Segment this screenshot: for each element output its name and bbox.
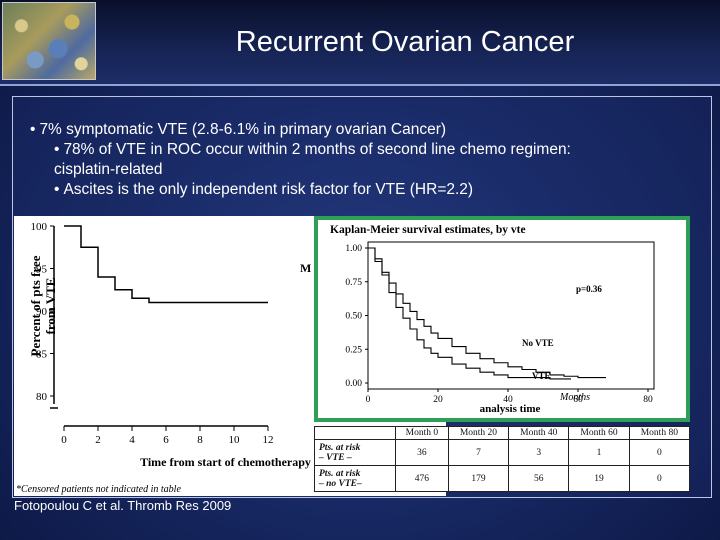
x-tick-label: 60 xyxy=(573,395,583,405)
y-tick-label: 1.00 xyxy=(345,244,362,254)
table-header-row: Month 0 Month 20 Month 40 Month 60 Month… xyxy=(314,425,691,441)
row-label-line2: – VTE – xyxy=(319,452,352,463)
chart-title: Kaplan-Meier survival estimates, by vte xyxy=(330,224,526,236)
bullet-glyph: • xyxy=(54,181,60,198)
table-cell: 476 xyxy=(395,465,449,492)
bullet-text: Ascites is the only independent risk fac… xyxy=(63,181,474,198)
table-cell: 0 xyxy=(628,439,691,467)
vte-free-line xyxy=(64,225,268,304)
table-cell: 19 xyxy=(568,465,630,492)
table-row: Pts. at risk – no VTE– 476 179 56 19 0 xyxy=(314,465,691,492)
bullet-continuation: cisplatin-related xyxy=(54,161,163,178)
table-header-cell: Month 60 xyxy=(568,425,630,441)
table-cell: 3 xyxy=(508,439,570,467)
table-header-cell: Month 80 xyxy=(628,425,691,441)
x-tick-label: 8 xyxy=(197,434,203,446)
y-tick-label: 0.75 xyxy=(345,278,362,288)
x-tick-label: 6 xyxy=(163,434,169,446)
series-label-vte: VTE xyxy=(532,371,551,381)
risk-table: Month 0 Month 20 Month 40 Month 60 Month… xyxy=(314,425,691,492)
bullet-glyph: • xyxy=(54,141,60,158)
x-tick-label: 0 xyxy=(366,395,371,405)
axes xyxy=(50,226,268,427)
table-cell: 56 xyxy=(508,465,570,492)
ticks: 80 85 90 95 100 0 2 4 6 8 10 12 xyxy=(31,221,274,446)
series-label-no-vte: No VTE xyxy=(522,338,554,348)
y-tick-label: 95 xyxy=(36,264,48,276)
series xyxy=(368,247,606,380)
table-row: Pts. at risk – VTE – 36 7 3 1 0 xyxy=(314,439,691,467)
row-label: Pts. at risk – VTE – xyxy=(314,439,396,467)
x-tick-label: 0 xyxy=(61,434,67,446)
table-header-cell: Month 20 xyxy=(447,425,510,441)
y-tick-label: 80 xyxy=(36,391,48,403)
bullet-item: • 78% of VTE in ROC occur within 2 months… xyxy=(54,140,710,180)
x-tick-label: 20 xyxy=(433,395,443,405)
x-tick-label: 80 xyxy=(643,395,653,405)
table-cell: 179 xyxy=(447,465,510,492)
slide-title: Recurrent Ovarian Cancer xyxy=(235,26,575,58)
citation: Fotopoulou C et al. Thromb Res 2009 xyxy=(14,498,232,513)
x-tick-label: 40 xyxy=(503,395,513,405)
x-axis-label: analysis time xyxy=(480,403,541,415)
bullet-text: 78% of VTE in ROC occur within 2 months … xyxy=(63,141,571,158)
partial-label: M xyxy=(300,261,311,275)
table-header-cell: Month 0 xyxy=(395,425,449,441)
bullet-item: • Ascites is the only independent risk fa… xyxy=(54,180,710,200)
x-tick-label: 2 xyxy=(95,434,101,446)
y-axis-label: Percent of pts free xyxy=(28,255,43,356)
km-chart: Kaplan-Meier survival estimates, by vte … xyxy=(314,216,690,422)
row-label-line1: Pts. at risk xyxy=(319,442,361,453)
y-tick-label: 85 xyxy=(36,349,48,361)
km-line-vte xyxy=(368,247,571,380)
table-cell: 0 xyxy=(628,465,691,492)
y-tick-label: 0.00 xyxy=(345,379,362,389)
title-photo xyxy=(2,2,96,80)
row-label: Pts. at risk – no VTE– xyxy=(314,465,396,492)
title-bar: Recurrent Ovarian Cancer xyxy=(0,0,720,86)
y-tick-label: 0.50 xyxy=(345,312,362,322)
bullet-text: 7% symptomatic VTE (2.8-6.1% in primary … xyxy=(39,121,447,138)
x-tick-label: 12 xyxy=(263,434,274,446)
p-value-label: p=0.36 xyxy=(576,284,602,294)
bullet-item: • 7% symptomatic VTE (2.8-6.1% in primary… xyxy=(30,120,710,140)
table-cell: 1 xyxy=(568,439,630,467)
table-cell: 7 xyxy=(447,439,510,467)
row-label-line1: Pts. at risk xyxy=(319,468,361,479)
table-cell: 36 xyxy=(395,439,449,467)
x-tick-label: 4 xyxy=(129,434,135,446)
bullet-glyph: • xyxy=(30,121,36,138)
ticks: 0.00 0.25 0.50 0.75 1.00 0 20 40 60 80 xyxy=(345,244,653,405)
series xyxy=(64,225,268,304)
bullet-list: • 7% symptomatic VTE (2.8-6.1% in primary… xyxy=(30,120,710,200)
y-tick-label: 90 xyxy=(36,306,48,318)
x-tick-label: 10 xyxy=(229,434,241,446)
row-label-line2: – no VTE– xyxy=(319,478,362,489)
x-unit-label: Months xyxy=(559,392,590,403)
y-tick-label: 100 xyxy=(31,221,48,233)
table-header-cell: Month 40 xyxy=(508,425,570,441)
x-axis-label: Time from start of chemotherapy (months) xyxy=(140,455,360,469)
footnote: *Censored patients not indicated in tabl… xyxy=(16,484,181,495)
table-header-cell xyxy=(314,425,396,441)
y-tick-label: 0.25 xyxy=(345,345,362,355)
km-line-no-vte xyxy=(368,247,606,379)
